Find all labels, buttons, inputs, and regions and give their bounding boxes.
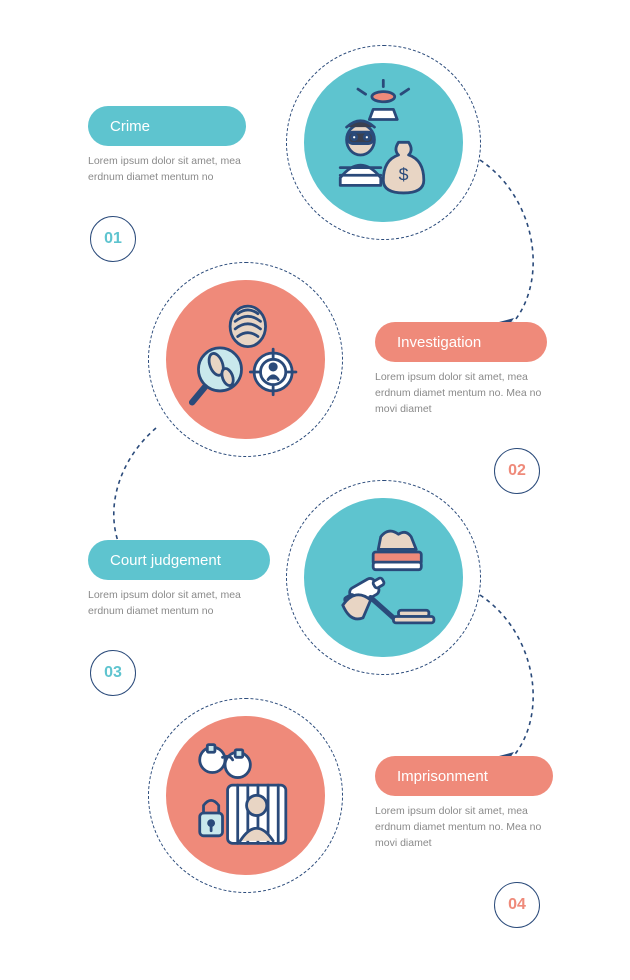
step-3-illustration bbox=[286, 480, 481, 675]
step-1-title: Crime bbox=[110, 118, 150, 135]
step-3-desc: Lorem ipsum dolor sit amet, mea erdnum d… bbox=[88, 588, 268, 620]
step-2-title: Investigation bbox=[397, 334, 481, 351]
step-3-number: 03 bbox=[90, 650, 136, 696]
crime-icon: $ bbox=[304, 63, 462, 221]
step-4-illustration bbox=[148, 698, 343, 893]
step-4-pill: Imprisonment bbox=[375, 756, 553, 796]
step-1-number: 01 bbox=[90, 216, 136, 262]
step-2-illustration bbox=[148, 262, 343, 457]
step-1-pill: Crime bbox=[88, 106, 246, 146]
step-1-desc: Lorem ipsum dolor sit amet, mea erdnum d… bbox=[88, 154, 268, 186]
step-1-illustration: $ bbox=[286, 45, 481, 240]
step-2-desc: Lorem ipsum dolor sit amet, mea erdnum d… bbox=[375, 370, 555, 417]
prison-icon bbox=[166, 716, 324, 874]
svg-text:$: $ bbox=[399, 164, 409, 184]
investigation-icon bbox=[166, 280, 324, 438]
step-2-number: 02 bbox=[494, 448, 540, 494]
step-4-number: 04 bbox=[494, 882, 540, 928]
step-3-title: Court judgement bbox=[110, 552, 221, 569]
step-4-desc: Lorem ipsum dolor sit amet, mea erdnum d… bbox=[375, 804, 555, 851]
step-2-pill: Investigation bbox=[375, 322, 547, 362]
step-4-title: Imprisonment bbox=[397, 768, 488, 785]
step-3-pill: Court judgement bbox=[88, 540, 270, 580]
court-icon bbox=[304, 498, 462, 656]
